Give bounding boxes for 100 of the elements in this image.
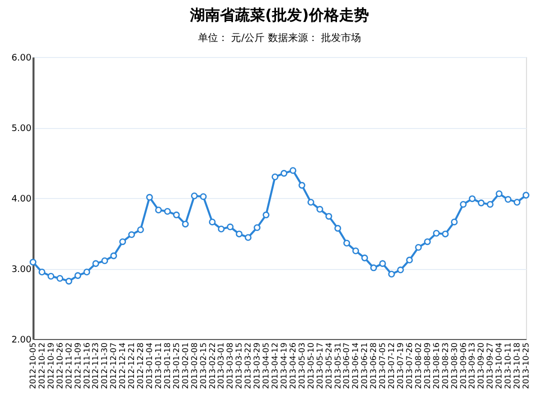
x-tick-label: 2012-11-02 — [64, 342, 74, 389]
x-tick-label: 2013-09-13 — [468, 342, 477, 389]
point — [468, 195, 476, 202]
point — [290, 167, 296, 174]
x-tick-label: 2012-12-21 — [127, 342, 136, 389]
x-tick-label: 2013-01-04 — [145, 342, 154, 389]
y-tick-label: 2.00 — [11, 336, 32, 346]
x-tick-label: 2012-10-19 — [46, 342, 56, 389]
point — [146, 194, 153, 201]
x-tick-label: 2013-01-11 — [154, 342, 163, 389]
point — [370, 264, 378, 272]
x-tick-label: 2013-08-02 — [414, 342, 423, 389]
point — [74, 272, 82, 279]
point — [397, 266, 404, 274]
point — [200, 193, 207, 200]
x-tick-label: 2013-02-15 — [198, 342, 208, 389]
point — [298, 182, 306, 189]
x-tick-label: 2013-10-11 — [504, 342, 513, 389]
x-tick-label: 2013-03-15 — [234, 342, 244, 389]
x-tick-label: 2012-11-09 — [73, 342, 82, 389]
point — [190, 192, 198, 200]
point — [236, 230, 243, 238]
point — [334, 224, 342, 232]
x-tick-label: 2013-10-18 — [512, 342, 522, 389]
x-tick-label: 2013-08-23 — [440, 342, 450, 389]
x-tick-label: 2013-03-22 — [244, 342, 253, 389]
x-tick-label: 2012-10-26 — [55, 342, 64, 389]
point — [450, 218, 458, 226]
point — [424, 238, 431, 246]
x-tick-label: 2012-11-23 — [91, 342, 100, 389]
point — [486, 200, 494, 208]
point — [316, 206, 324, 213]
point — [522, 192, 530, 199]
x-tick-label: 2013-01-25 — [172, 342, 181, 389]
point — [514, 198, 520, 206]
point — [254, 224, 260, 231]
x-tick-label: 2013-02-08 — [190, 342, 199, 389]
x-tick-label: 2013-10-25 — [522, 342, 530, 389]
point — [325, 212, 332, 220]
x-tick-label: 2013-06-07 — [342, 342, 352, 389]
point — [182, 220, 189, 228]
point — [478, 200, 485, 206]
x-tick-label: 2012-12-14 — [118, 342, 128, 389]
x-tick-label: 2013-08-09 — [422, 342, 432, 389]
point — [119, 238, 126, 246]
point — [30, 258, 36, 266]
x-tick-label: 2013-01-18 — [162, 342, 172, 389]
point — [460, 200, 467, 208]
point — [280, 170, 288, 177]
x-tick-label: 2012-12-28 — [136, 342, 146, 389]
point — [352, 247, 360, 254]
point — [48, 272, 54, 280]
point — [504, 196, 512, 203]
x-tick-label: 2012-12-07 — [109, 342, 118, 389]
point — [218, 226, 225, 232]
point — [110, 252, 118, 260]
point — [92, 260, 100, 267]
x-tick-label: 2013-09-20 — [476, 342, 486, 389]
y-tick-label: 3.00 — [11, 265, 32, 275]
y-tick-label: 5.00 — [11, 124, 32, 134]
x-tick-label: 2013-04-12 — [270, 342, 280, 389]
x-tick-label: 2012-11-16 — [82, 342, 92, 389]
point — [307, 198, 314, 206]
x-tick-label: 2013-04-05 — [262, 342, 271, 389]
x-tick-label: 2013-05-31 — [333, 342, 342, 389]
point — [432, 230, 440, 237]
point — [155, 206, 162, 214]
point — [406, 256, 413, 264]
x-tick-label: 2013-05-10 — [306, 342, 316, 389]
point — [272, 173, 278, 180]
point — [244, 234, 252, 241]
point — [208, 218, 216, 226]
point — [164, 208, 171, 215]
x-tick-label: 2013-07-12 — [387, 342, 396, 389]
y-tick-label: 6.00 — [11, 54, 32, 64]
x-tick-label: 2013-05-17 — [315, 342, 324, 389]
point — [226, 224, 234, 230]
point — [262, 212, 270, 218]
point — [442, 230, 449, 238]
point — [101, 257, 108, 264]
point — [388, 270, 395, 278]
x-tick-label: 2012-10-05 — [28, 342, 38, 389]
y-tick-label: 4.00 — [11, 194, 32, 204]
point — [137, 226, 144, 234]
x-tick-label: 2013-09-27 — [486, 342, 495, 389]
point — [379, 260, 386, 267]
chart-title: 湖南省蔬菜(批发)价格走势 — [189, 6, 369, 24]
point — [173, 212, 180, 218]
point — [128, 231, 135, 238]
x-tick-label: 2013-02-01 — [180, 342, 190, 389]
x-tick-label: 2013-09-06 — [458, 342, 468, 389]
x-tick-label: 2013-03-29 — [252, 342, 262, 389]
x-tick-label: 2013-05-24 — [324, 342, 334, 389]
point — [343, 240, 350, 247]
x-tick-label: 2013-07-19 — [396, 342, 406, 389]
x-tick-label: 2013-07-26 — [404, 342, 414, 389]
chart-subtitle: 单位： 元/公斤 数据来源： 批发市场 — [198, 32, 361, 44]
point — [38, 268, 46, 276]
x-tick-label: 2013-03-01 — [216, 342, 226, 389]
x-tick-label: 2013-06-21 — [360, 342, 370, 389]
